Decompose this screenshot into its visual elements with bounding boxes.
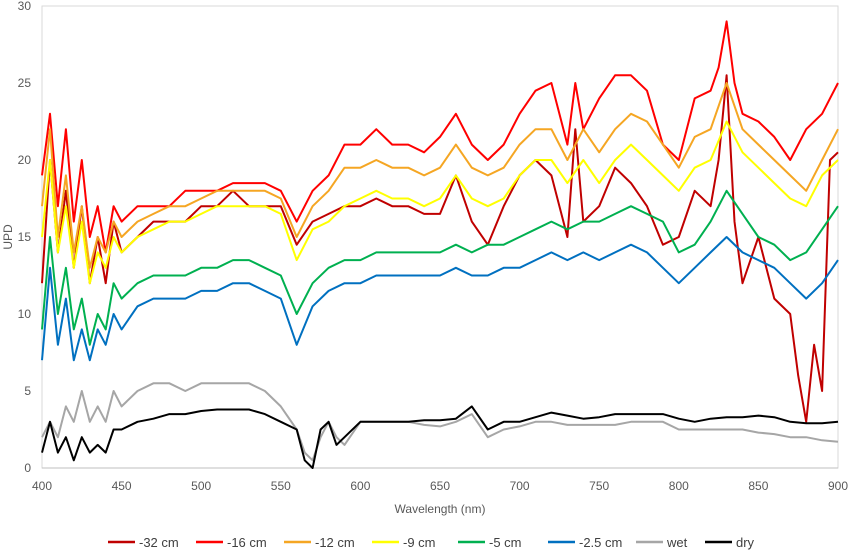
series-line — [41, 236, 839, 362]
series-line — [41, 20, 839, 254]
y-axis-title: UPD — [1, 224, 15, 250]
legend-label: -12 cm — [315, 535, 355, 550]
legend-label: -32 cm — [139, 535, 179, 550]
x-tick-label: 700 — [510, 479, 530, 493]
legend-label: -2.5 cm — [579, 535, 622, 550]
series-line — [41, 405, 839, 469]
x-tick-label: 900 — [828, 479, 848, 493]
y-tick-label: 20 — [18, 153, 32, 167]
y-tick-label: 10 — [18, 307, 32, 321]
series-line — [41, 120, 839, 285]
series-line — [41, 382, 839, 462]
plot-frame — [41, 5, 839, 469]
x-axis-title: Wavelength (nm) — [395, 502, 486, 516]
x-tick-label: 650 — [430, 479, 450, 493]
legend: -32 cm -16 cm -12 cm -9 cm -5 cm -2.5 cm wet dr… — [108, 535, 755, 550]
legend-label: dry — [736, 535, 755, 550]
y-tick-label: 25 — [18, 76, 32, 90]
plot-border — [41, 5, 839, 469]
legend-label: wet — [666, 535, 688, 550]
y-tick-label: 0 — [24, 461, 31, 475]
y-axis-ticks: 0 5 10 15 20 25 30 — [18, 0, 32, 475]
x-tick-label: 500 — [191, 479, 211, 493]
series-line — [41, 189, 839, 346]
series-line — [41, 82, 839, 269]
x-tick-label: 850 — [748, 479, 768, 493]
series-lines — [41, 20, 839, 469]
legend-label: -9 cm — [403, 535, 436, 550]
y-tick-label: 5 — [24, 384, 31, 398]
x-tick-label: 400 — [32, 479, 52, 493]
y-tick-label: 15 — [18, 230, 32, 244]
y-tick-label: 30 — [18, 0, 32, 13]
x-tick-label: 800 — [669, 479, 689, 493]
x-tick-label: 750 — [589, 479, 609, 493]
x-axis-ticks: 400 450 500 550 600 650 700 750 800 850 900 — [32, 479, 848, 493]
series-line — [41, 74, 839, 423]
x-tick-label: 550 — [271, 479, 291, 493]
legend-label: -5 cm — [489, 535, 522, 550]
legend-label: -16 cm — [227, 535, 267, 550]
x-tick-label: 600 — [350, 479, 370, 493]
x-tick-label: 450 — [112, 479, 132, 493]
